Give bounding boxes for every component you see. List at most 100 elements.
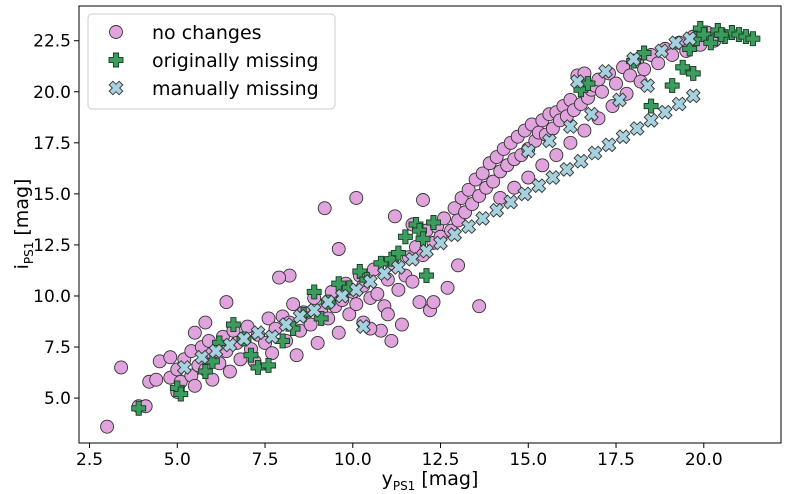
- data-point: [629, 121, 645, 136]
- data-point: [405, 251, 420, 267]
- data-point: [306, 284, 322, 300]
- series-manually-missing: [176, 31, 701, 375]
- x-tick-label: 17.5: [597, 450, 635, 470]
- data-point: [685, 88, 701, 104]
- data-point: [163, 350, 178, 365]
- x-tick-label: 10.0: [334, 450, 372, 470]
- data-point: [671, 96, 687, 112]
- x-tick-label: 2.5: [76, 450, 103, 470]
- data-point: [573, 153, 589, 169]
- data-point: [222, 337, 238, 353]
- data-point: [651, 56, 666, 71]
- data-point: [348, 282, 364, 298]
- data-point: [461, 219, 477, 234]
- data-point: [114, 360, 129, 375]
- data-point: [643, 112, 659, 128]
- data-point: [306, 302, 322, 318]
- data-point: [563, 135, 578, 150]
- data-point: [447, 227, 463, 243]
- data-point: [521, 170, 536, 185]
- y-tick-label: 10.0: [33, 287, 71, 307]
- data-point: [601, 137, 617, 153]
- y-tick-label: 5.0: [44, 389, 71, 409]
- x-tick-label: 20.0: [685, 450, 723, 470]
- y-tick-label: 12.5: [33, 236, 71, 256]
- data-point: [261, 357, 276, 373]
- data-point: [416, 193, 430, 207]
- y-tick-label: 7.5: [44, 338, 71, 358]
- data-point: [685, 65, 701, 81]
- series-originally-missing: [131, 21, 761, 416]
- data-point: [598, 63, 613, 79]
- data-point: [664, 78, 680, 94]
- y-axis-title: iPS1 [mag]: [11, 179, 36, 270]
- data-point: [236, 331, 252, 347]
- y-tick-label: 17.5: [33, 134, 71, 154]
- data-point: [745, 31, 761, 47]
- data-point: [713, 27, 729, 43]
- data-point: [265, 346, 279, 361]
- data-point: [584, 106, 599, 122]
- data-point: [264, 329, 280, 345]
- data-point: [331, 325, 346, 340]
- data-point: [331, 276, 347, 292]
- data-point: [475, 166, 490, 181]
- data-point: [292, 308, 308, 324]
- data-point: [549, 148, 564, 163]
- data-point: [595, 84, 609, 99]
- data-point: [100, 419, 115, 434]
- data-point: [313, 310, 329, 326]
- data-point: [609, 76, 623, 91]
- data-point: [668, 35, 684, 51]
- legend-markers: [108, 25, 124, 96]
- data-point: [320, 294, 336, 310]
- x-axis-title: yPS1 [mag]: [382, 468, 479, 493]
- data-point: [131, 400, 147, 416]
- data-point: [535, 158, 550, 173]
- data-point: [569, 74, 585, 89]
- data-point: [250, 359, 266, 375]
- points-layer: [100, 21, 761, 434]
- data-point: [250, 325, 266, 341]
- data-point: [559, 161, 575, 177]
- legend: no changes originally missing manually m…: [87, 13, 336, 110]
- data-point: [362, 274, 378, 290]
- data-point: [415, 231, 431, 247]
- data-point: [475, 210, 491, 226]
- data-point: [225, 317, 241, 333]
- legend-marker-circle-icon: [109, 25, 123, 39]
- data-point: [397, 229, 413, 245]
- data-point: [520, 143, 536, 159]
- data-point: [286, 297, 301, 312]
- legend-label-originally-missing: originally missing: [152, 50, 319, 72]
- data-point: [486, 174, 501, 189]
- data-point: [198, 315, 213, 330]
- data-point: [310, 335, 325, 350]
- data-point: [222, 364, 237, 379]
- y-tick-label: 22.5: [33, 32, 71, 52]
- data-point: [278, 317, 294, 332]
- data-point: [472, 299, 487, 314]
- data-point: [643, 98, 659, 114]
- data-point: [682, 31, 698, 47]
- data-point: [342, 307, 357, 322]
- data-point: [391, 282, 406, 297]
- data-point: [419, 243, 434, 259]
- data-point: [451, 258, 466, 273]
- data-point: [334, 288, 350, 304]
- data-point: [384, 333, 399, 348]
- data-point: [176, 360, 192, 375]
- data-point: [349, 191, 364, 205]
- data-point: [562, 119, 578, 134]
- plot-frame: [78, 5, 782, 444]
- legend-label-manually-missing: manually missing: [152, 78, 319, 100]
- data-point: [637, 62, 652, 77]
- data-point: [240, 319, 255, 334]
- data-point: [187, 378, 202, 393]
- data-point: [219, 295, 234, 310]
- legend-marker-plus-icon: [108, 52, 124, 68]
- data-point: [541, 133, 557, 149]
- data-point: [426, 295, 441, 310]
- data-point: [623, 68, 638, 83]
